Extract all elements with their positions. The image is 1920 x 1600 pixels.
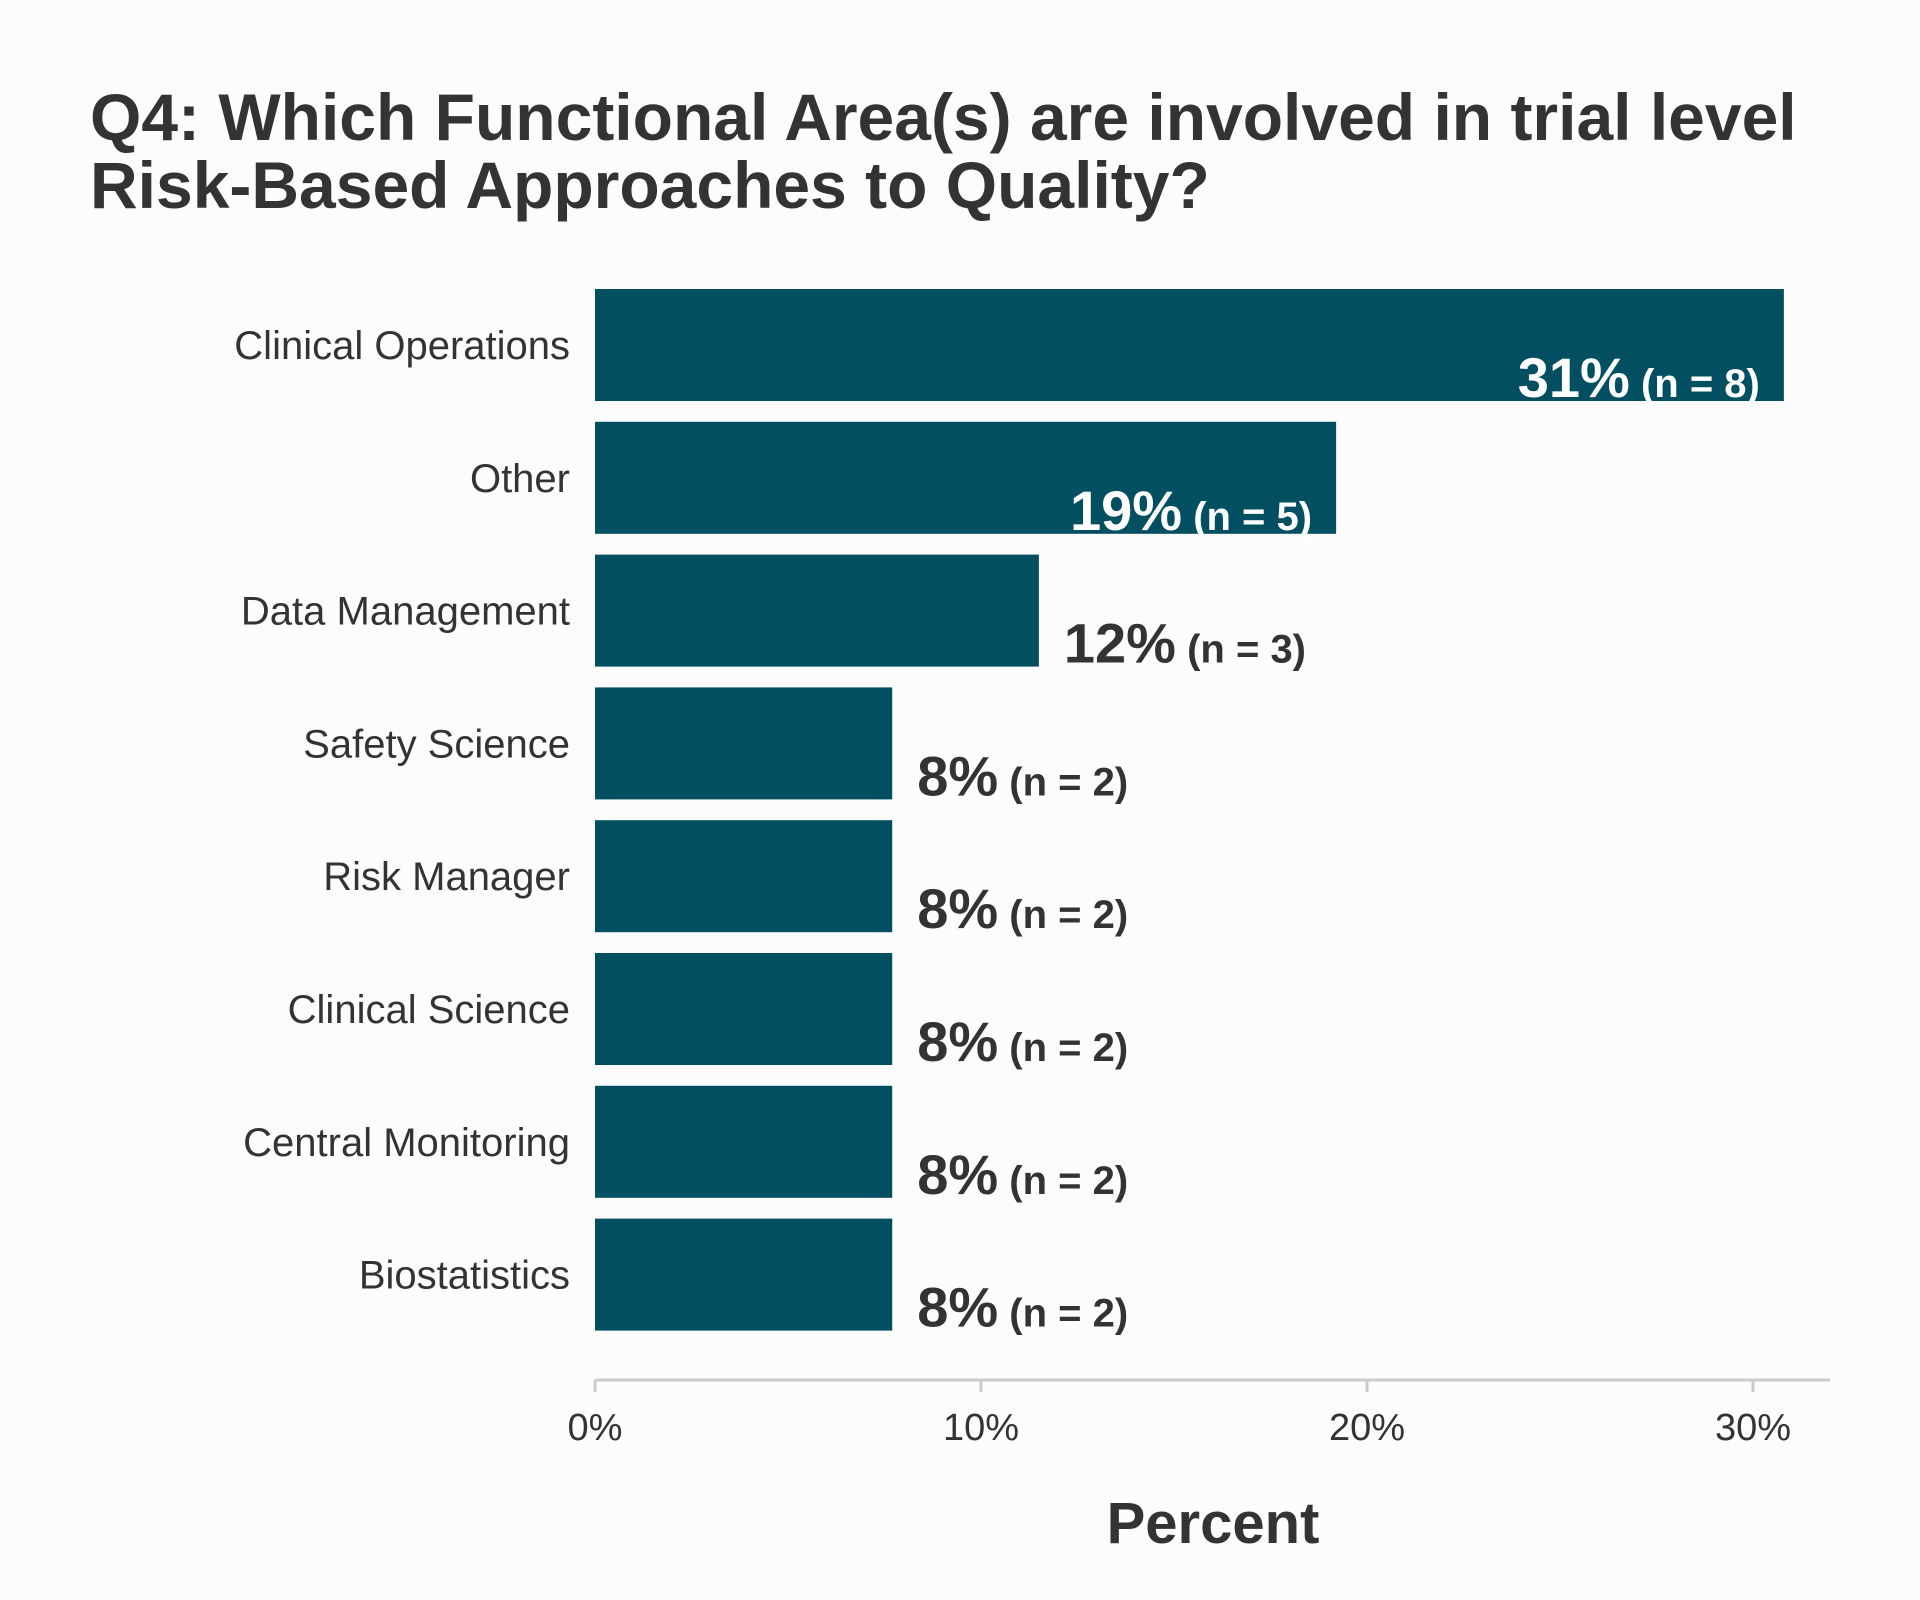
value-percent-8: 8% [917, 1276, 998, 1339]
category-label-8: Biostatistics [359, 1254, 570, 1298]
chart-title-line-2: Risk-Based Approaches to Quality? [90, 148, 1210, 222]
category-label-7: Central Monitoring [243, 1121, 570, 1165]
bars-group [595, 289, 1784, 1331]
bar-2 [595, 421, 1337, 534]
x-tick-label-4: 30% [1715, 1407, 1791, 1449]
category-label-3: Data Management [241, 590, 570, 634]
value-label-3: 12% (n = 3) [1064, 612, 1306, 675]
category-label-5: Risk Manager [323, 855, 570, 899]
chart-title-line-1: Q4: Which Functional Area(s) are involve… [90, 80, 1797, 154]
value-percent-4: 8% [917, 744, 998, 807]
bar-7 [595, 1085, 893, 1198]
x-axis-ticks: 0% 10% 20% 30% [568, 1380, 1791, 1449]
value-labels: 31% (n = 8) 19% (n = 5) 12% (n = 3) 8% (n =… [917, 346, 1760, 1339]
value-percent-1: 31% [1518, 346, 1630, 409]
value-label-7: 8% (n = 2) [917, 1143, 1128, 1206]
value-label-6: 8% (n = 2) [917, 1010, 1128, 1073]
x-tick-label-3: 20% [1329, 1407, 1405, 1449]
value-count-5: (n = 2) [998, 893, 1128, 937]
bar-4 [595, 687, 893, 800]
value-percent-2: 19% [1070, 479, 1182, 542]
value-label-8: 8% (n = 2) [917, 1276, 1128, 1339]
x-tick-label-1: 0% [568, 1407, 623, 1449]
value-label-5: 8% (n = 2) [917, 877, 1128, 940]
bar-6 [595, 953, 893, 1065]
value-percent-3: 12% [1064, 612, 1176, 675]
category-label-2: Other [470, 457, 570, 501]
value-percent-5: 8% [917, 877, 998, 940]
value-count-8: (n = 2) [998, 1292, 1128, 1336]
category-label-4: Safety Science [303, 722, 570, 766]
category-labels: Clinical Operations Other Data Management S… [234, 324, 570, 1298]
value-label-1: 31% (n = 8) [1518, 346, 1760, 409]
x-axis-title: Percent [1107, 1491, 1320, 1556]
value-label-4: 8% (n = 2) [917, 744, 1128, 807]
value-count-6: (n = 2) [998, 1026, 1128, 1070]
bar-1 [595, 289, 1784, 401]
x-tick-label-2: 10% [943, 1407, 1019, 1449]
category-label-1: Clinical Operations [234, 324, 570, 368]
category-label-6: Clinical Science [288, 988, 570, 1032]
value-label-2: 19% (n = 5) [1070, 479, 1312, 542]
value-count-3: (n = 3) [1176, 628, 1306, 672]
value-percent-7: 8% [917, 1143, 998, 1206]
value-percent-6: 8% [917, 1010, 998, 1073]
value-count-7: (n = 2) [998, 1159, 1128, 1203]
bar-3 [595, 554, 1039, 667]
bar-8 [595, 1218, 893, 1331]
value-count-2: (n = 5) [1182, 495, 1312, 539]
bar-5 [595, 820, 893, 933]
value-count-4: (n = 2) [998, 760, 1128, 804]
value-count-1: (n = 8) [1630, 362, 1760, 406]
